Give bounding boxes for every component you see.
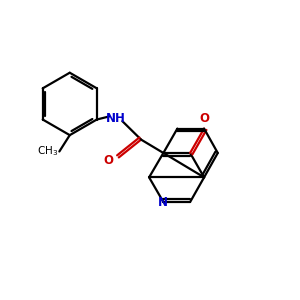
Text: CH$_3$: CH$_3$ bbox=[37, 145, 58, 158]
Text: O: O bbox=[103, 154, 113, 167]
Text: O: O bbox=[199, 112, 209, 125]
Text: NH: NH bbox=[106, 112, 126, 125]
Text: N: N bbox=[158, 196, 168, 209]
